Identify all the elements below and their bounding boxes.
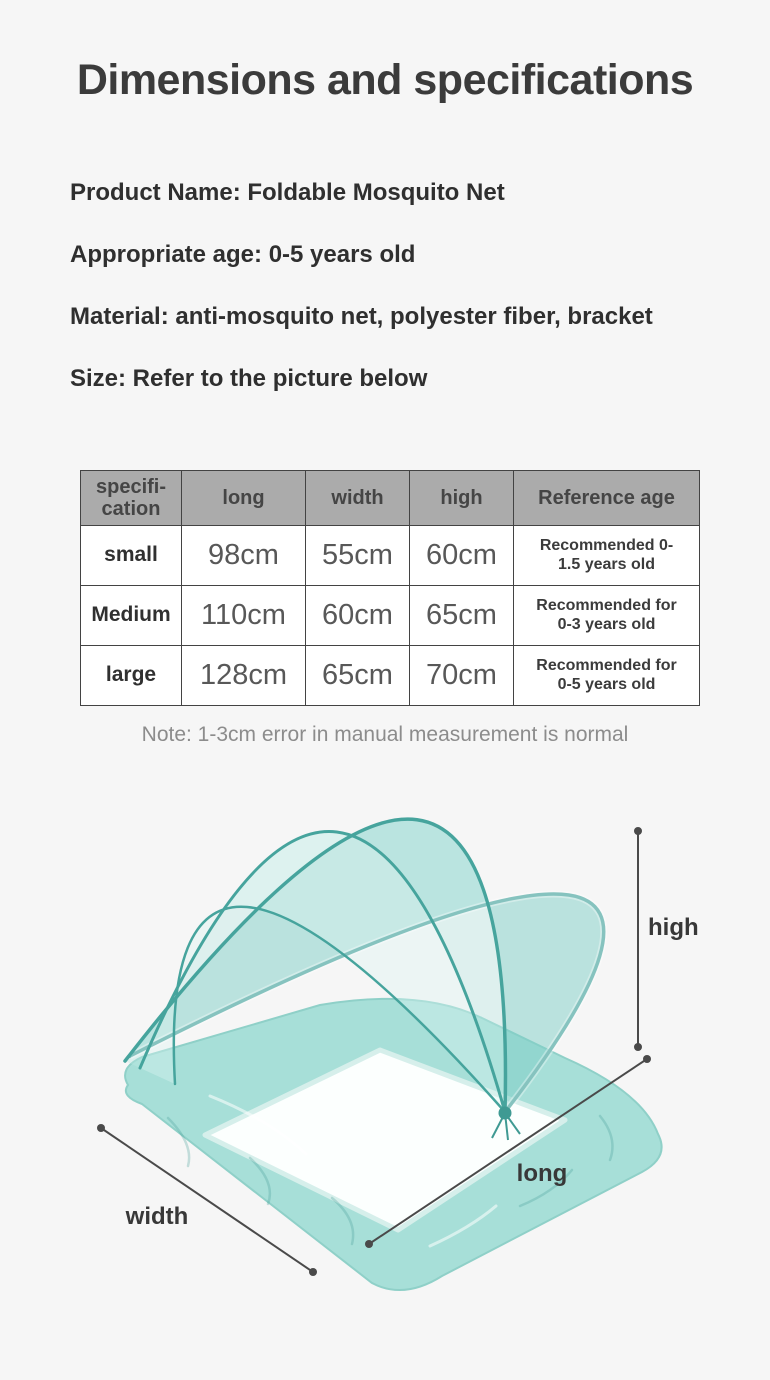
cell-medium-high: 65cm	[409, 584, 514, 646]
net-panel-front	[140, 831, 505, 1112]
cell-large-width: 65cm	[305, 644, 410, 706]
width-line	[100, 1126, 314, 1273]
net-arch-tall	[123, 817, 508, 1114]
ruffle-wrinkle	[330, 1196, 355, 1245]
product-diagram: high long width	[97, 817, 699, 1291]
ruffle-wrinkle	[248, 1156, 272, 1205]
base-mattress	[202, 1047, 568, 1233]
product-name-line: Product Name: Foldable Mosquito Net	[70, 178, 505, 206]
long-label: long	[517, 1160, 568, 1187]
cell-medium-width: 60cm	[305, 584, 410, 646]
col-header-width: width	[305, 469, 410, 526]
long-line-top-dot	[643, 1054, 651, 1063]
ruffle-wrinkle	[166, 1116, 191, 1167]
spec-table-header-row: specifi-cation long width high Reference…	[80, 469, 700, 526]
dimension-width: width	[97, 1123, 317, 1276]
cell-large-age: Recommended for 0-5 years old	[513, 644, 700, 706]
measurement-note: Note: 1-3cm error in manual measurement …	[141, 722, 629, 746]
col-header-specification: specifi-cation	[80, 469, 182, 526]
high-line-top-dot	[634, 826, 642, 835]
product-spec-page: { "title": "Dimensions and specification…	[0, 54, 770, 1380]
net-arch-middle	[138, 829, 507, 1114]
width-line-bottom-dot	[309, 1267, 317, 1276]
cell-small-long: 98cm	[181, 524, 306, 586]
long-line-bottom-dot	[365, 1239, 373, 1248]
net-arch-back-sheen	[128, 890, 608, 1114]
net-arch-back	[128, 891, 606, 1114]
material-line: Material: anti-mosquito net, polyester f…	[70, 302, 653, 330]
net-panel-middle	[125, 818, 506, 1112]
cell-medium-long: 110cm	[181, 584, 306, 646]
spec-table: specifi-cation long width high Reference…	[80, 469, 700, 706]
cell-small-age: Recommended 0-1.5 years old	[513, 524, 700, 586]
dimension-annotations: high long width	[97, 826, 699, 1276]
high-line-bottom-dot	[634, 1042, 642, 1051]
cell-small-width: 55cm	[305, 524, 410, 586]
cell-large-long: 128cm	[181, 644, 306, 706]
page-title: Dimensions and specifications	[76, 56, 694, 104]
col-header-reference-age: Reference age	[513, 469, 700, 526]
cell-medium-age: Recommended for 0-3 years old	[513, 584, 700, 646]
ruffle-wrinkle	[598, 1114, 614, 1161]
dimension-long: long	[365, 1054, 651, 1248]
col-header-high: high	[409, 469, 514, 526]
cell-medium-size: Medium	[80, 584, 182, 646]
net-arch-small	[172, 905, 507, 1113]
col-header-long: long	[181, 469, 306, 526]
cell-large-size: large	[80, 644, 182, 706]
ruffle-highlight	[208, 1094, 308, 1156]
mosquito-net-illustration	[123, 817, 663, 1291]
ruffle-highlight	[428, 1204, 498, 1248]
product-info-block: Product Name: Foldable Mosquito Net Appr…	[70, 178, 770, 394]
table-row-medium: Medium 110cm 60cm 65cm Recommended for 0…	[80, 584, 700, 646]
width-line-top-dot	[97, 1123, 105, 1132]
pole-hub	[491, 1106, 521, 1140]
cell-small-size: small	[80, 524, 182, 586]
width-label: width	[125, 1203, 189, 1230]
cell-small-high: 60cm	[409, 524, 514, 586]
high-label: high	[648, 914, 699, 941]
size-line: Size: Refer to the picture below	[70, 364, 428, 392]
dimension-high: high	[634, 826, 699, 1051]
ruffle-wrinkle	[518, 1168, 574, 1207]
long-line	[368, 1057, 648, 1245]
table-row-small: small 98cm 55cm 60cm Recommended 0-1.5 y…	[80, 524, 700, 586]
cell-large-high: 70cm	[409, 644, 514, 706]
table-row-large: large 128cm 65cm 70cm Recommended for 0-…	[80, 644, 700, 706]
appropriate-age-line: Appropriate age: 0-5 years old	[70, 240, 416, 268]
